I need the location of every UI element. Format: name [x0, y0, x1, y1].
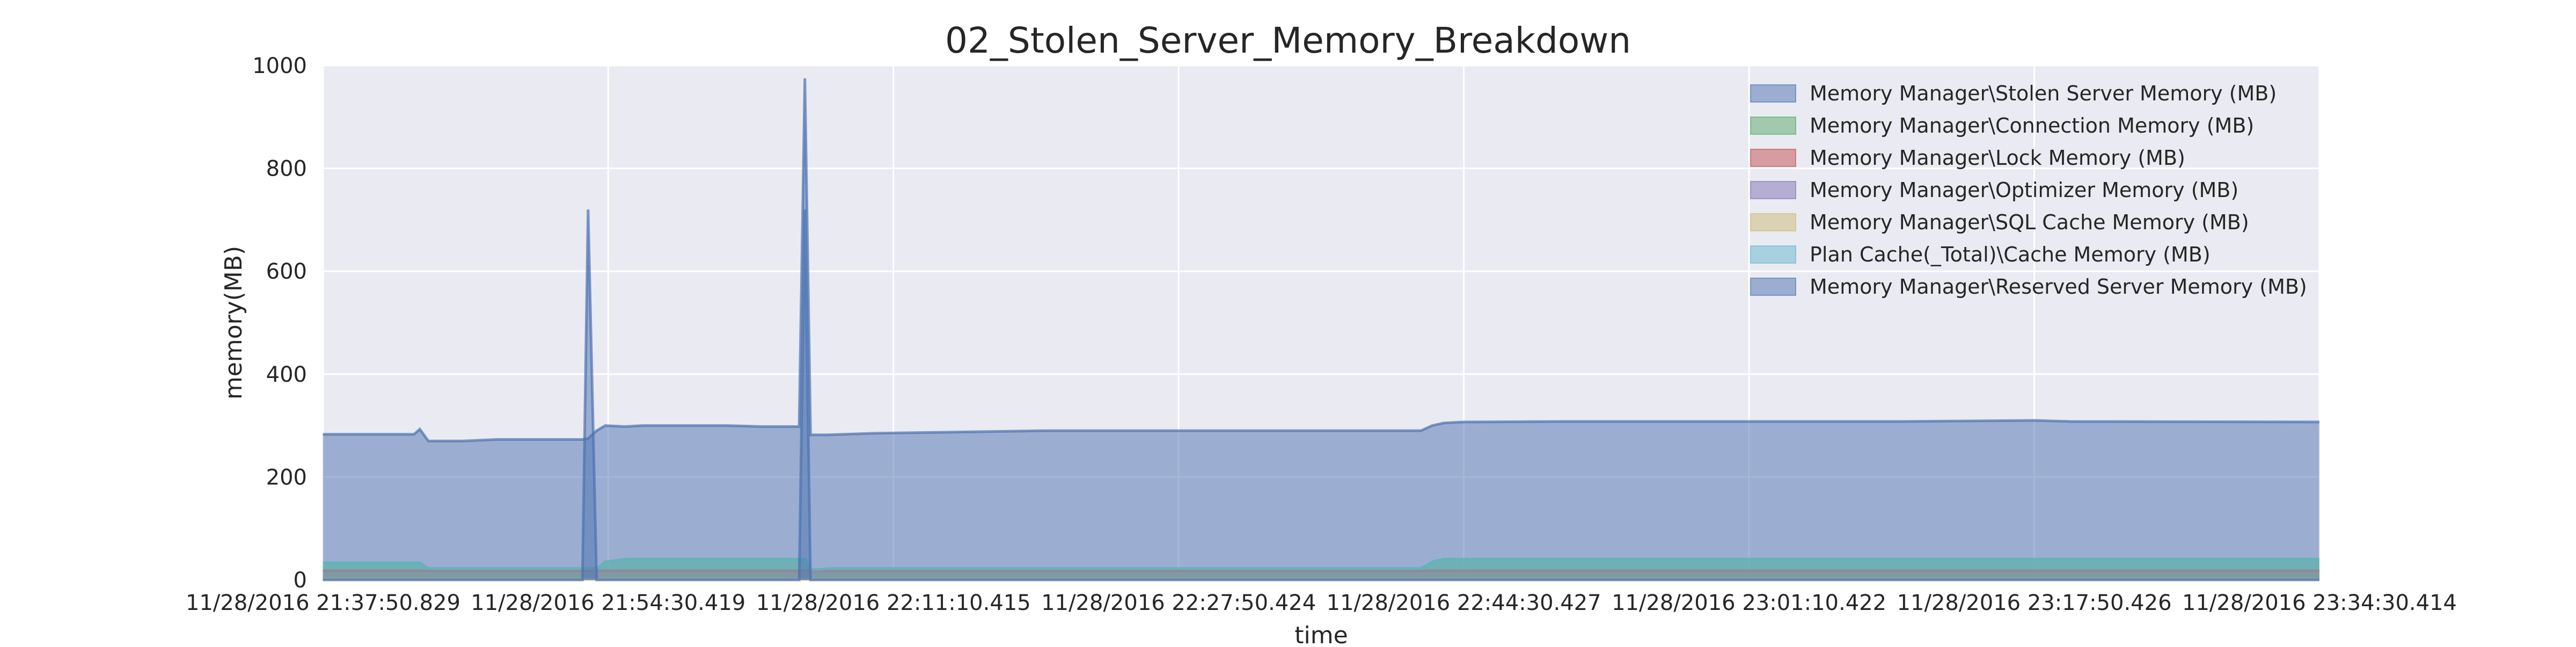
y-tick-label: 600: [266, 259, 307, 284]
legend-swatch: [1750, 213, 1796, 231]
y-tick-label: 1000: [252, 54, 307, 78]
y-tick-label: 400: [266, 362, 307, 387]
legend-label: Plan Cache(_Total)\Cache Memory (MB): [1810, 243, 2211, 266]
legend-swatch: [1750, 149, 1796, 167]
series-area: [323, 78, 2319, 580]
series-line: [323, 78, 2319, 442]
x-tick-label: 11/28/2016 22:44:30.427: [1327, 591, 1601, 615]
y-axis-label: memory(MB): [220, 246, 247, 399]
x-tick-label: 11/28/2016 23:17:50.426: [1897, 591, 2172, 615]
legend-label: Memory Manager\Reserved Server Memory (M…: [1810, 275, 2307, 299]
legend-label: Memory Manager\Lock Memory (MB): [1810, 146, 2185, 170]
y-axis-ticks: 0 200 400 600 800 1000: [252, 54, 307, 593]
legend-swatch: [1750, 245, 1796, 264]
y-tick-label: 0: [294, 568, 307, 593]
x-tick-label: 11/28/2016 23:01:10.422: [1612, 591, 1886, 615]
legend-label: Memory Manager\Optimizer Memory (MB): [1810, 178, 2238, 202]
x-tick-label: 11/28/2016 22:27:50.424: [1041, 591, 1316, 615]
x-tick-label: 11/28/2016 21:37:50.829: [186, 591, 460, 615]
chart-title: 02_Stolen_Server_Memory_Breakdown: [945, 20, 1631, 61]
x-tick-label: 11/28/2016 23:34:30.414: [2182, 591, 2457, 615]
series-line: [323, 209, 2319, 581]
legend-label: Memory Manager\Stolen Server Memory (MB): [1810, 82, 2277, 105]
x-axis-label: time: [1294, 622, 1348, 644]
legend-label: Memory Manager\Connection Memory (MB): [1810, 114, 2254, 137]
legend: Memory Manager\Stolen Server Memory (MB)…: [1750, 82, 2307, 299]
legend-swatch: [1750, 278, 1796, 296]
legend-swatch: [1750, 84, 1796, 103]
series-line: [323, 558, 2319, 571]
y-tick-label: 200: [266, 465, 307, 490]
legend-swatch: [1750, 181, 1796, 199]
x-tick-label: 11/28/2016 21:54:30.419: [471, 591, 745, 615]
legend-swatch: [1750, 117, 1796, 135]
y-tick-label: 800: [266, 157, 307, 181]
x-tick-label: 11/28/2016 22:11:10.415: [756, 591, 1031, 615]
series-areas: [323, 78, 2319, 581]
legend-label: Memory Manager\SQL Cache Memory (MB): [1810, 210, 2249, 234]
x-axis-ticks: 11/28/2016 21:37:50.829 11/28/2016 21:54:…: [186, 591, 2457, 615]
